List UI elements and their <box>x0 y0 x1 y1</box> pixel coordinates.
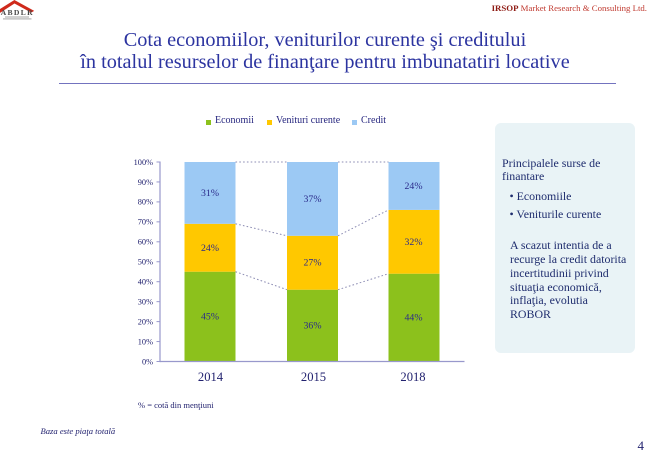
svg-text:70%: 70% <box>138 218 153 227</box>
svg-text:32%: 32% <box>405 237 423 248</box>
svg-text:80%: 80% <box>138 198 153 207</box>
svg-text:20%: 20% <box>138 317 153 326</box>
svg-text:24%: 24% <box>405 181 423 192</box>
svg-text:36%: 36% <box>304 321 322 332</box>
svg-text:2014: 2014 <box>198 370 224 384</box>
svg-text:45%: 45% <box>201 312 219 323</box>
svg-text:2018: 2018 <box>400 370 425 384</box>
svg-text:40%: 40% <box>138 278 153 287</box>
svg-text:60%: 60% <box>138 238 153 247</box>
svg-text:90%: 90% <box>138 178 153 187</box>
svg-text:2015: 2015 <box>301 370 326 384</box>
svg-text:27%: 27% <box>304 258 322 269</box>
svg-text:44%: 44% <box>405 313 423 324</box>
svg-text:100%: 100% <box>134 158 153 167</box>
svg-text:30%: 30% <box>138 297 153 306</box>
svg-text:50%: 50% <box>138 258 153 267</box>
svg-text:0%: 0% <box>142 357 153 366</box>
svg-text:10%: 10% <box>138 337 153 346</box>
svg-text:31%: 31% <box>201 188 219 199</box>
svg-text:37%: 37% <box>304 194 322 205</box>
svg-text:24%: 24% <box>201 243 219 254</box>
